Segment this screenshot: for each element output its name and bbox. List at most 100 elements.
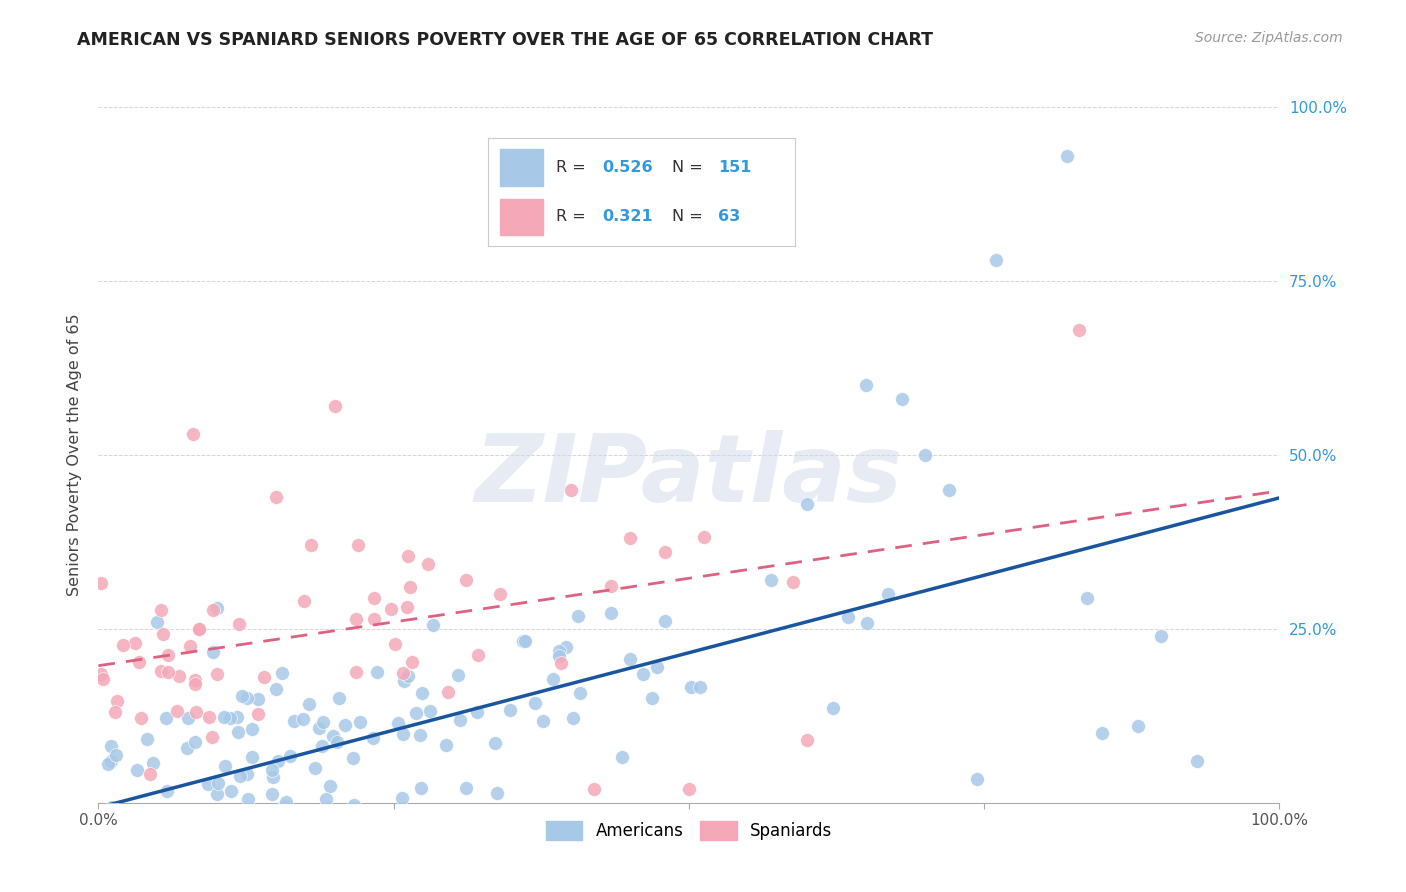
Point: [262, 770, 284, 784]
Point: [347, 538, 370, 552]
Point: [631, 667, 654, 681]
Point: [938, 483, 960, 497]
Point: [112, 638, 135, 652]
Point: [225, 710, 247, 724]
Point: [162, 830, 184, 845]
Point: [240, 750, 263, 764]
Point: [837, 609, 859, 624]
Point: [437, 685, 460, 699]
Point: [149, 603, 172, 617]
Point: [512, 634, 534, 648]
Point: [201, 645, 224, 659]
Point: [121, 805, 143, 819]
Point: [325, 734, 347, 748]
Point: [100, 739, 122, 754]
Point: [100, 800, 122, 814]
Point: [654, 545, 676, 559]
Point: [782, 574, 804, 589]
Point: [472, 825, 495, 839]
Point: [298, 698, 321, 712]
Point: [246, 707, 269, 722]
Point: [229, 769, 252, 783]
Point: [405, 706, 427, 720]
Point: [396, 599, 419, 614]
Point: [264, 682, 287, 697]
Point: [104, 748, 127, 763]
Point: [689, 680, 711, 694]
Point: [396, 549, 419, 563]
Point: [260, 763, 283, 777]
Point: [391, 790, 413, 805]
Text: ZIPatlas: ZIPatlas: [475, 430, 903, 522]
Point: [319, 830, 342, 845]
Point: [174, 816, 197, 830]
Point: [162, 830, 184, 845]
Point: [231, 690, 253, 704]
Point: [236, 690, 259, 705]
Point: [195, 814, 218, 829]
Point: [236, 766, 259, 780]
Point: [319, 829, 342, 843]
Point: [1067, 323, 1090, 337]
Point: [547, 649, 569, 664]
Point: [548, 644, 571, 658]
Point: [153, 806, 176, 821]
Point: [966, 772, 988, 787]
Point: [467, 705, 489, 719]
Point: [335, 718, 357, 732]
Point: [679, 680, 702, 694]
Point: [121, 830, 143, 845]
Point: [157, 665, 180, 679]
Point: [599, 606, 621, 620]
Point: [201, 603, 224, 617]
Point: [554, 640, 576, 654]
Point: [188, 830, 211, 845]
Point: [146, 615, 169, 629]
Y-axis label: Seniors Poverty Over the Age of 65: Seniors Poverty Over the Age of 65: [66, 314, 82, 596]
Point: [447, 667, 470, 681]
Point: [513, 634, 536, 648]
Point: [270, 665, 292, 680]
Point: [308, 721, 330, 735]
Point: [382, 816, 405, 830]
Point: [191, 817, 214, 831]
Point: [610, 750, 633, 764]
Point: [380, 602, 402, 616]
Point: [183, 673, 205, 687]
Point: [678, 781, 700, 796]
Point: [387, 716, 409, 731]
Point: [391, 666, 413, 681]
Point: [291, 712, 314, 726]
Point: [322, 730, 344, 744]
Point: [541, 672, 564, 686]
Point: [456, 573, 478, 587]
Point: [111, 814, 134, 829]
Point: [176, 711, 198, 725]
Point: [759, 574, 782, 588]
Point: [157, 830, 180, 845]
Point: [1076, 591, 1098, 605]
Point: [411, 686, 433, 700]
Point: [361, 731, 384, 746]
Point: [1056, 149, 1078, 163]
Point: [299, 538, 322, 552]
Point: [149, 664, 172, 678]
Point: [184, 735, 207, 749]
Point: [391, 727, 413, 741]
Point: [363, 612, 385, 626]
Point: [174, 808, 197, 822]
Point: [472, 811, 495, 825]
Point: [264, 490, 287, 504]
Point: [409, 728, 432, 742]
Point: [181, 427, 204, 442]
Point: [467, 648, 489, 662]
Point: [252, 669, 274, 683]
Point: [172, 806, 194, 821]
Point: [315, 792, 337, 806]
Point: [796, 733, 818, 747]
Point: [343, 798, 366, 813]
Point: [212, 710, 235, 724]
Point: [484, 735, 506, 749]
Point: [486, 786, 509, 800]
Point: [567, 609, 589, 624]
